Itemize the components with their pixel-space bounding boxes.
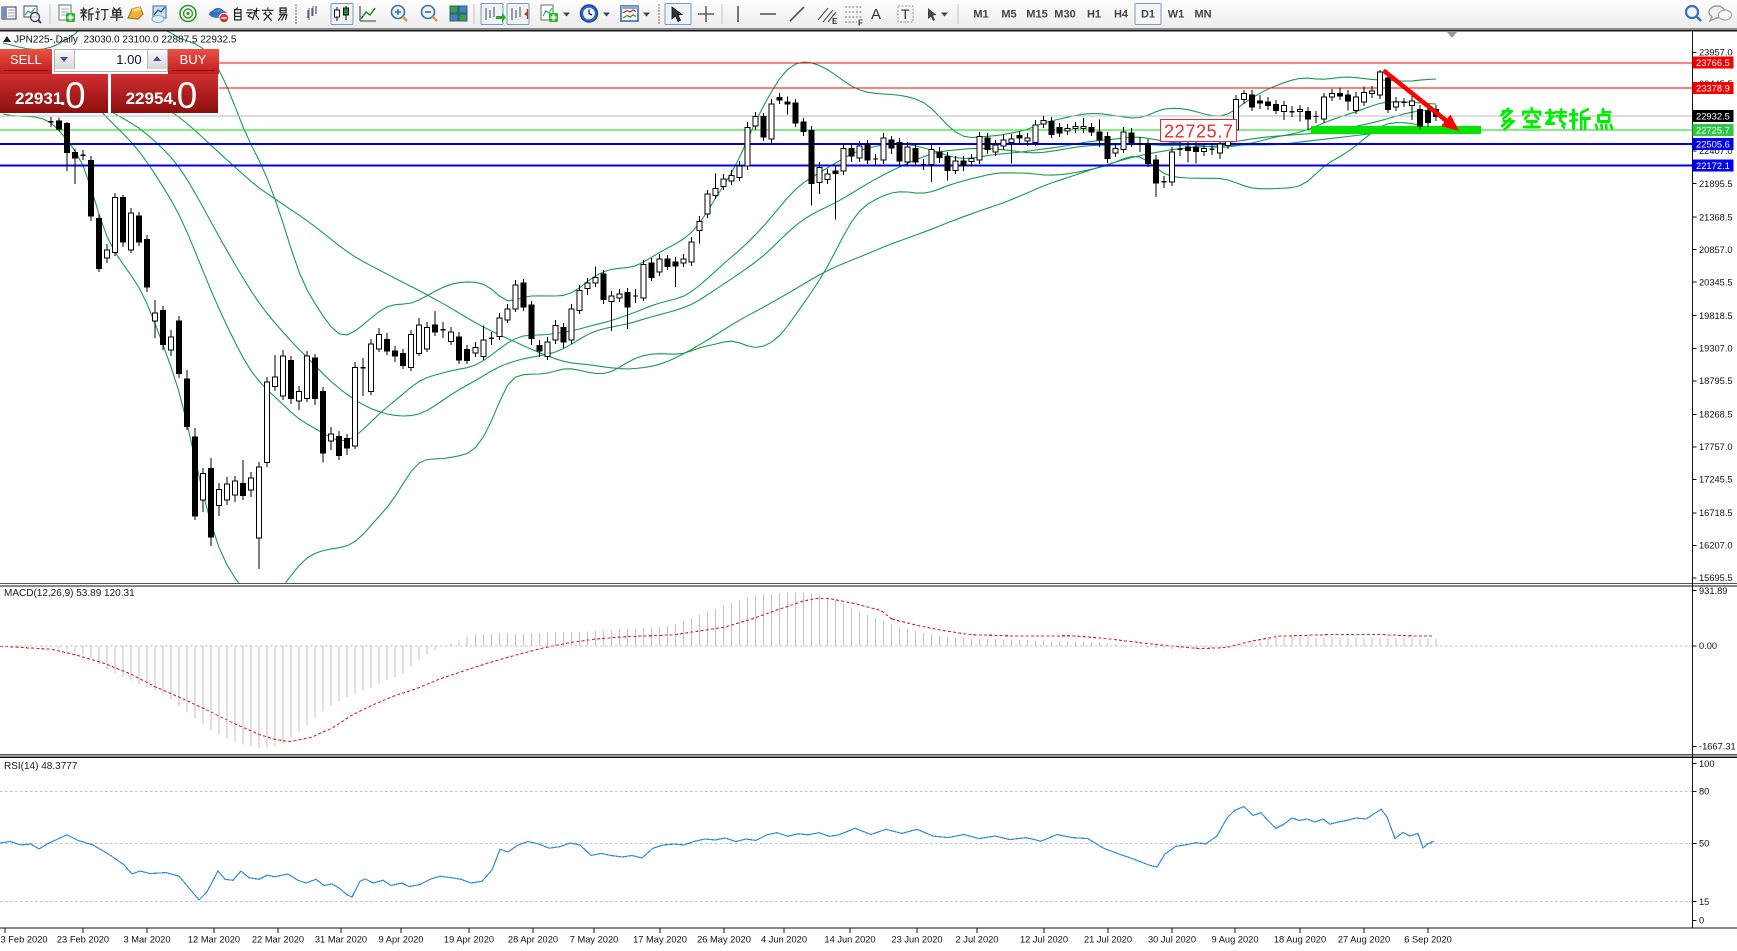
svg-text:W1: W1 [1168, 9, 1185, 21]
svg-text:21895.5: 21895.5 [1699, 179, 1733, 189]
svg-text:22407.0: 22407.0 [1699, 146, 1733, 156]
svg-text:26 May 2020: 26 May 2020 [697, 935, 751, 945]
svg-text:30 Jul 2020: 30 Jul 2020 [1148, 935, 1196, 945]
svg-text:H1: H1 [1087, 9, 1101, 21]
svg-text:9 Aug 2020: 9 Aug 2020 [1211, 935, 1258, 945]
svg-text:0.00: 0.00 [1699, 641, 1717, 651]
svg-text:16718.5: 16718.5 [1699, 508, 1733, 518]
svg-text:F: F [858, 19, 863, 28]
svg-text:4 Jun 2020: 4 Jun 2020 [761, 935, 807, 945]
svg-text:RSI(14) 48.3777: RSI(14) 48.3777 [4, 761, 78, 772]
svg-text:18268.5: 18268.5 [1699, 410, 1733, 420]
svg-text:19307.0: 19307.0 [1699, 344, 1733, 354]
svg-text:16207.0: 16207.0 [1699, 541, 1733, 551]
svg-text:17757.0: 17757.0 [1699, 442, 1733, 452]
svg-text:MACD(12,26,9) 53.89 120.31: MACD(12,26,9) 53.89 120.31 [4, 588, 135, 599]
svg-text:22172.1: 22172.1 [1696, 160, 1730, 171]
svg-text:MN: MN [1194, 9, 1211, 21]
svg-text:22725.7: 22725.7 [1696, 125, 1730, 136]
svg-text:19 Apr 2020: 19 Apr 2020 [444, 935, 494, 945]
svg-text:JPN225-,Daily 23030.0 23100.0: JPN225-,Daily 23030.0 23100.0 22887.5 22… [14, 35, 237, 46]
svg-text:27 Aug 2020: 27 Aug 2020 [1338, 935, 1390, 945]
svg-text:A: A [871, 6, 881, 23]
svg-text:M15: M15 [1026, 9, 1047, 21]
svg-text:18795.5: 18795.5 [1699, 376, 1733, 386]
svg-text:20857.0: 20857.0 [1699, 245, 1733, 255]
svg-text:15: 15 [1699, 897, 1709, 907]
svg-text:M1: M1 [973, 9, 988, 21]
svg-text:0: 0 [1699, 916, 1704, 926]
svg-text:3 Mar 2020: 3 Mar 2020 [123, 935, 170, 945]
svg-text:6 Sep 2020: 6 Sep 2020 [1404, 935, 1452, 945]
svg-text:M5: M5 [1001, 9, 1016, 21]
svg-text:19818.5: 19818.5 [1699, 311, 1733, 321]
svg-text:22505.6: 22505.6 [1696, 139, 1730, 150]
svg-text:17245.5: 17245.5 [1699, 475, 1733, 485]
svg-text:31 Mar 2020: 31 Mar 2020 [315, 935, 367, 945]
svg-text:21368.5: 21368.5 [1699, 212, 1733, 222]
svg-text:18 Aug 2020: 18 Aug 2020 [1274, 935, 1326, 945]
svg-text:23 Feb 2020: 23 Feb 2020 [57, 935, 109, 945]
svg-text:H4: H4 [1114, 9, 1129, 21]
svg-text:50: 50 [1699, 839, 1709, 849]
svg-text:931.89: 931.89 [1699, 586, 1727, 596]
svg-text:E: E [832, 17, 838, 26]
svg-text:9 Apr 2020: 9 Apr 2020 [379, 935, 424, 945]
svg-text:23766.5: 23766.5 [1696, 57, 1730, 68]
svg-text:17 May 2020: 17 May 2020 [633, 935, 687, 945]
svg-text:80: 80 [1699, 787, 1709, 797]
svg-text:20345.5: 20345.5 [1699, 277, 1733, 287]
svg-text:23 Jun 2020: 23 Jun 2020 [891, 935, 942, 945]
svg-text:28 Apr 2020: 28 Apr 2020 [508, 935, 558, 945]
svg-text:21 Jul 2020: 21 Jul 2020 [1084, 935, 1132, 945]
svg-text:T: T [901, 6, 910, 22]
svg-text:D1: D1 [1141, 9, 1155, 21]
svg-text:23378.9: 23378.9 [1696, 83, 1730, 94]
svg-text:2 Jul 2020: 2 Jul 2020 [956, 935, 999, 945]
svg-text:23957.0: 23957.0 [1699, 48, 1733, 58]
svg-text:M30: M30 [1054, 9, 1075, 21]
svg-text:-1667.31: -1667.31 [1699, 742, 1736, 752]
svg-text:12 Jul 2020: 12 Jul 2020 [1020, 935, 1068, 945]
svg-text:100: 100 [1699, 759, 1715, 769]
svg-text:22 Mar 2020: 22 Mar 2020 [252, 935, 304, 945]
svg-text:22932.5: 22932.5 [1696, 111, 1730, 122]
svg-text:22725.7: 22725.7 [1164, 122, 1233, 142]
svg-text:3 Feb 2020: 3 Feb 2020 [1, 935, 48, 945]
svg-text:12 Mar 2020: 12 Mar 2020 [188, 935, 240, 945]
svg-text:7 May 2020: 7 May 2020 [570, 935, 619, 945]
svg-text:15695.5: 15695.5 [1699, 573, 1733, 583]
svg-text:14 Jun 2020: 14 Jun 2020 [824, 935, 875, 945]
